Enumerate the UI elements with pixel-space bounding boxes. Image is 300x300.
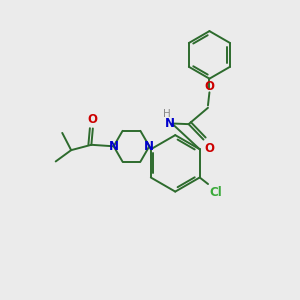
Text: H: H <box>163 110 171 119</box>
Text: N: N <box>165 117 175 130</box>
Text: O: O <box>88 113 98 126</box>
Text: N: N <box>109 140 119 153</box>
Text: O: O <box>205 142 215 155</box>
Text: N: N <box>144 140 154 153</box>
Text: Cl: Cl <box>209 185 222 199</box>
Text: O: O <box>204 80 214 94</box>
